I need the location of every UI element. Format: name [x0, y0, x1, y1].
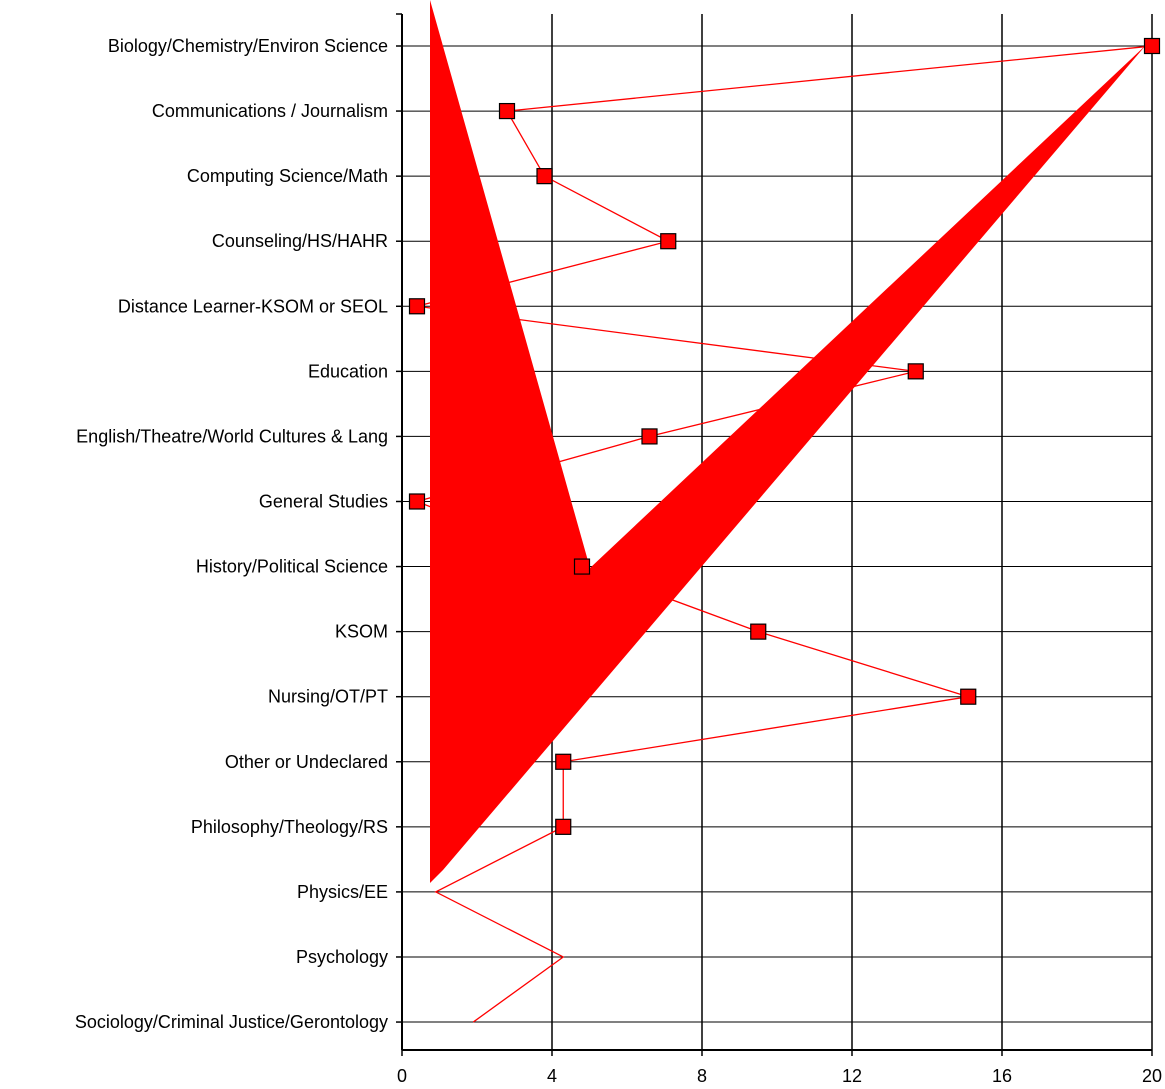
category-label: Communications / Journalism — [152, 101, 388, 121]
category-label: General Studies — [259, 491, 388, 511]
category-label: English/Theatre/World Cultures & Lang — [76, 426, 388, 446]
data-point-marker — [573, 558, 591, 575]
overlay-layer — [430, 0, 1146, 883]
data-point-marker — [536, 168, 553, 185]
data-point-marker — [408, 298, 426, 315]
data-point-marker — [750, 623, 767, 640]
category-label: Distance Learner-KSOM or SEOL — [118, 296, 388, 316]
data-point-marker — [555, 818, 572, 835]
data-point-marker — [555, 753, 572, 770]
red-check-mark-shape — [430, 0, 1146, 883]
series-line — [414, 45, 1153, 1023]
category-label: History/Political Science — [196, 557, 388, 577]
data-point-marker — [1143, 37, 1161, 55]
data-point-marker — [960, 688, 977, 705]
category-label: Education — [308, 361, 388, 381]
category-label: Other or Undeclared — [225, 752, 388, 772]
x-tick-label: 20 — [1142, 1066, 1162, 1086]
x-tick-label: 8 — [697, 1066, 707, 1086]
category-label: Sociology/Criminal Justice/Gerontology — [75, 1012, 388, 1032]
category-label: Nursing/OT/PT — [268, 687, 388, 707]
x-tick-label: 4 — [547, 1066, 557, 1086]
series-layer — [408, 37, 1161, 1023]
category-label: Computing Science/Math — [187, 166, 388, 186]
x-tick-label: 16 — [992, 1066, 1012, 1086]
category-label: KSOM — [335, 622, 388, 642]
category-label: Biology/Chemistry/Environ Science — [108, 36, 388, 56]
category-label: Philosophy/Theology/RS — [191, 817, 388, 837]
x-tick-label: 0 — [397, 1066, 407, 1086]
data-point-marker — [641, 428, 658, 445]
category-label: Psychology — [296, 947, 388, 967]
data-point-marker — [660, 233, 677, 250]
category-label: Counseling/HS/HAHR — [212, 231, 388, 251]
axes-layer — [396, 13, 1153, 1056]
data-point-marker — [408, 493, 426, 510]
x-tick-label: 12 — [842, 1066, 862, 1086]
data-point-marker — [907, 363, 924, 380]
labels-layer: Biology/Chemistry/Environ Science Communi… — [75, 36, 1162, 1086]
data-point-marker — [498, 102, 516, 120]
category-label: Physics/EE — [297, 882, 388, 902]
